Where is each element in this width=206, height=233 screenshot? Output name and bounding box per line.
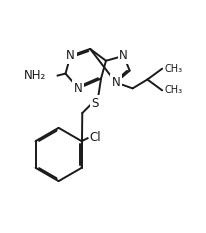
Text: Cl: Cl: [89, 131, 101, 144]
Text: N: N: [111, 76, 120, 89]
Text: N: N: [74, 82, 82, 95]
Text: S: S: [91, 97, 98, 110]
Text: CH₃: CH₃: [163, 64, 181, 74]
Text: CH₃: CH₃: [163, 85, 181, 95]
Text: N: N: [66, 49, 74, 62]
Text: N: N: [119, 49, 128, 62]
Text: NH₂: NH₂: [23, 69, 46, 82]
